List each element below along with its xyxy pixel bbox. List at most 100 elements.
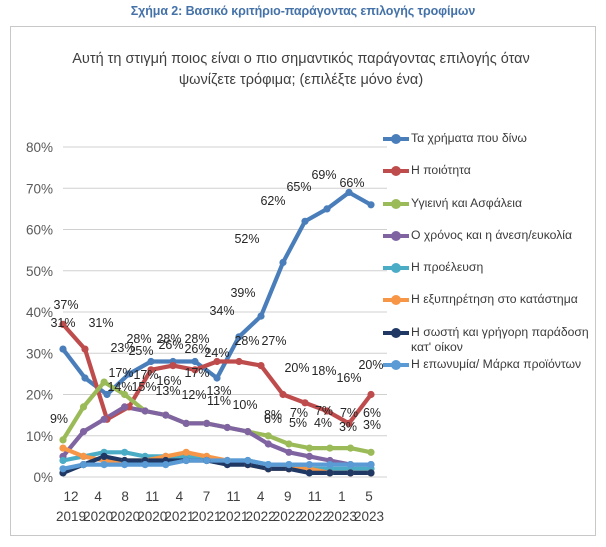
data-label: 37% (53, 298, 78, 312)
legend-item[interactable]: Ο χρόνος και η άνεση/ευκολία (383, 228, 591, 243)
legend-marker-icon (383, 326, 409, 340)
series-marker (59, 436, 67, 444)
chart-title-line-2: ψωνίζετε τρόφιμα; (επιλέξτε μόνο ένα) (178, 72, 424, 89)
series-marker (162, 461, 170, 469)
series-marker (79, 461, 88, 469)
series-marker (367, 448, 375, 456)
chart-title-line-1: Αυτή τη στιγμή ποιος είναι ο πιο σημαντι… (72, 51, 530, 67)
legend-item[interactable]: Η επωνυμία/ Μάρκα προϊόντων (383, 357, 591, 372)
series-marker (79, 452, 88, 460)
chart-title: Αυτή τη στιγμή ποιος είναι ο πιο σημαντι… (51, 49, 551, 91)
data-label: 12% (181, 388, 206, 402)
data-label: 9% (50, 412, 68, 426)
y-axis-tick-label: 0% (33, 470, 53, 485)
x-axis-year-label: 2020 (110, 509, 140, 524)
data-label: 14% (107, 380, 132, 394)
series-marker (264, 440, 272, 448)
series-marker (223, 456, 231, 465)
legend-item-label: Τα χρήματα που δίνω (411, 131, 527, 145)
series-marker (323, 407, 331, 415)
series-marker (264, 432, 272, 440)
figure-caption: Σχήμα 2: Βασικό κριτήριο-παράγοντας επιλ… (130, 4, 476, 18)
series-marker (147, 366, 155, 374)
legend-item[interactable]: Τα χρήματα που δίνω (383, 131, 591, 146)
x-axis-month-label: 8 (121, 489, 129, 504)
series-marker (125, 370, 133, 378)
x-axis-year-label: 2021 (164, 509, 194, 524)
series-line (60, 458, 374, 471)
x-axis-year-label: 2022 (246, 509, 276, 524)
data-label: 31% (50, 316, 75, 330)
data-label: 16% (156, 374, 181, 388)
data-label: 69% (311, 168, 336, 182)
series-marker (367, 390, 375, 399)
data-label: 28% (126, 332, 151, 346)
series-marker (264, 461, 272, 469)
series-marker (81, 374, 89, 382)
series-marker (345, 419, 353, 427)
series-marker (162, 411, 170, 419)
data-label: 24% (204, 346, 229, 360)
x-axis-month-label: 4 (176, 489, 184, 504)
series-marker (121, 390, 129, 399)
series-marker (285, 461, 293, 469)
series-marker (182, 419, 190, 427)
y-axis-tick-label: 70% (26, 181, 53, 196)
data-label: 4% (314, 416, 332, 430)
y-axis-tick-label: 30% (26, 346, 53, 361)
data-label: 20% (358, 358, 383, 372)
legend-item[interactable]: Η εξυπηρέτηση στο κατάστημα (383, 292, 591, 307)
series-marker (100, 378, 108, 386)
series-marker (235, 357, 243, 366)
series-lines (60, 190, 374, 475)
data-labels: 37%31% 31%9%23%17%14%28%25%17%15%28%26%16… (50, 168, 384, 434)
series-marker (305, 452, 313, 460)
x-axis-year-label: 2022 (300, 509, 330, 524)
data-label: 26% (158, 338, 183, 352)
legend-item[interactable]: Η ποιότητα (383, 163, 591, 178)
series-marker (191, 366, 199, 374)
data-label: 11% (207, 394, 231, 408)
data-label: 62% (260, 194, 285, 208)
series-marker (326, 469, 334, 477)
data-label: 25% (128, 344, 153, 358)
data-label: 28% (184, 332, 209, 346)
series-marker (59, 465, 67, 473)
legend-marker-icon (383, 229, 409, 243)
gridlines (63, 146, 387, 478)
legend-marker-icon (383, 164, 409, 178)
series-marker (100, 415, 108, 423)
series-marker (79, 403, 88, 411)
series-marker (257, 312, 265, 320)
series-marker (121, 461, 129, 469)
data-label: 23% (110, 341, 135, 355)
legend-item-label: Η σωστή και γρήγορη παράδοση κατ' οίκον (411, 324, 589, 354)
series-markers (59, 188, 375, 477)
legend-item[interactable]: Η σωστή και γρήγορη παράδοση κατ' οίκον (383, 325, 591, 356)
series-marker (326, 444, 334, 452)
data-label: 27% (261, 334, 286, 348)
series-marker (121, 448, 129, 456)
series-marker (323, 205, 331, 213)
y-axis-tick-label: 80% (26, 140, 53, 155)
data-label: 16% (336, 371, 361, 385)
series-marker (326, 461, 334, 469)
series-marker (213, 357, 221, 366)
series-marker (305, 469, 313, 477)
series-marker (147, 357, 155, 366)
x-axis-month-label: 4 (257, 489, 265, 504)
data-label: 18% (311, 364, 336, 378)
data-label: 13% (155, 384, 180, 398)
legend-item[interactable]: Η προέλευση (383, 260, 591, 275)
series-marker (121, 403, 129, 411)
x-axis-month-label: 4 (94, 489, 102, 504)
x-axis-month-label: 11 (308, 489, 322, 504)
legend-item[interactable]: Υγιεινή και Ασφάλεια (383, 196, 591, 211)
legend-marker-icon (383, 132, 409, 146)
data-label: 6% (363, 406, 381, 420)
legend-marker-icon (383, 197, 409, 211)
series-marker (305, 461, 313, 469)
chart-legend: Τα χρήματα που δίνω Η ποιότητα Υγιεινή και… (383, 131, 591, 389)
series-marker (285, 440, 293, 448)
x-axis-month-label: 11 (145, 489, 159, 504)
